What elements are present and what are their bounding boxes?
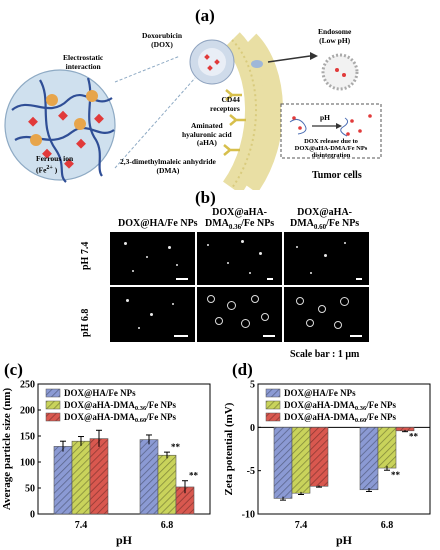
chart-d-xtick-label-1: 6.8	[381, 520, 394, 531]
callout-release: DOX release due to DOX@aHA-DMA/Fe NPs di…	[294, 138, 368, 159]
chart-d-significance-0: **	[391, 470, 401, 480]
chart-d-ytick-label-2: 0	[250, 423, 255, 434]
panel-d-label: (d)	[232, 360, 253, 379]
chart-d-bar-0-2	[309, 427, 329, 487]
chart-c-ytick-label-3: 150	[20, 432, 35, 443]
callout-endosome: Endosome (Low pH)	[318, 27, 352, 45]
chart-c-ytick-label-5: 250	[20, 380, 35, 391]
chart-d-bar-1-0	[359, 427, 379, 491]
row-label-ph68: pH 6.8	[80, 308, 91, 337]
micrograph-dma036-ph68	[197, 287, 282, 342]
chart-c-legend-label-0: DOX@HA/Fe NPs	[64, 388, 136, 398]
chart-c-bar-0-1	[71, 440, 91, 515]
chart-c-xtick-label-1: 6.8	[161, 520, 174, 531]
chart-d-bar-0-0	[273, 427, 293, 499]
panel-a-label: (a)	[195, 6, 215, 25]
callout-ferrous: Ferrous ion (Fe2+ )	[36, 154, 74, 174]
chart-c-bar-1-0	[139, 439, 159, 515]
chart-c-significance-1: **	[189, 471, 199, 481]
chart-d-bar-1-1	[377, 427, 397, 469]
col-header-dma060: DOX@aHA- DMA0.60/Fe NPs	[290, 207, 360, 231]
callout-electrostatic: Electrostatic interaction	[63, 53, 104, 71]
chart-c-bar-0-0	[53, 446, 73, 515]
micrograph-dma060-ph74	[284, 232, 369, 285]
chart-d-xlabel: pH	[336, 533, 353, 547]
chart-c-xlabel: pH	[116, 533, 133, 547]
chart-d-ylabel: Zeta potential (mV)	[223, 402, 235, 495]
zeta-potential-chart: -10 -5 0 5 7.4 6.8 ** ** pH Zeta potential (mV) DO…	[223, 380, 431, 547]
chart-c-ytick-label-4: 200	[20, 406, 35, 417]
chart-c-bar-0-2	[89, 438, 109, 515]
panel-c-label: (c)	[4, 360, 23, 379]
chart-c-legend-swatch-2	[45, 412, 61, 422]
scale-bar-label: Scale bar : 1 μm	[290, 349, 360, 360]
schematic-illustration	[0, 32, 382, 190]
chart-d-legend-label-1: DOX@aHA-DMA0.36/Fe NPs	[284, 400, 396, 412]
particle-size-chart: 0 50 100 150 200 250 7.4 6.8 ** ** pH Average parti…	[1, 380, 211, 547]
chart-c-xtick-label-0: 7.4	[75, 520, 88, 531]
chart-c-ytick-label-1: 50	[25, 484, 35, 495]
callout-ph-arrow: pH	[320, 113, 331, 122]
chart-c-significance-0: **	[171, 442, 181, 452]
col-header-ha: DOX@HA/Fe NPs	[118, 218, 198, 229]
chart-d-frame	[257, 383, 431, 515]
chart-d-legend-swatch-2	[265, 412, 281, 422]
chart-d-bar-0-1	[291, 427, 311, 494]
chart-d-xtick-label-0: 7.4	[295, 520, 308, 531]
callout-dox: Doxorubicin (DOX)	[142, 31, 183, 49]
chart-c-ytick-label-0: 0	[30, 510, 35, 521]
micrograph-dma060-ph68	[284, 287, 369, 342]
chart-c-ytick-label-2: 100	[20, 458, 35, 469]
col-header-dma036: DOX@aHA- DMA0.36/Fe NPs	[205, 207, 275, 231]
micrograph-ha-ph68	[110, 287, 195, 342]
chart-d-legend-label-2: DOX@aHA-DMA0.60/Fe NPs	[284, 412, 396, 424]
chart-d-legend-label-0: DOX@HA/Fe NPs	[284, 388, 356, 398]
chart-d-significance-1: **	[409, 432, 419, 442]
chart-d-ytick-label-3: 5	[250, 380, 255, 391]
chart-d-ytick-label-0: -10	[242, 510, 255, 521]
micrograph-dma036-ph74	[197, 232, 282, 285]
chart-c-frame	[37, 383, 211, 515]
callout-dma: 2,3-dimethylmaleic anhydride (DMA)	[120, 157, 216, 175]
panel-b-label: (b)	[195, 188, 216, 207]
callout-aha: Aminated hyaluronic acid (aHA)	[182, 121, 232, 147]
chart-c-ylabel: Average particle size (nm)	[1, 388, 13, 511]
callout-tumor-cells: Tumor cells	[312, 170, 362, 181]
chart-d-legend-swatch-0	[265, 388, 281, 398]
chart-c-bar-1-1	[157, 454, 177, 515]
chart-c-legend-label-2: DOX@aHA-DMA0.60/Fe NPs	[64, 412, 176, 424]
chart-c-legend-label-1: DOX@aHA-DMA0.36/Fe NPs	[64, 400, 176, 412]
micrograph-ha-ph74	[110, 232, 195, 285]
row-label-ph74: pH 7.4	[80, 241, 91, 270]
chart-d-legend-swatch-1	[265, 400, 281, 410]
chart-d-ytick-label-1: -5	[247, 466, 255, 477]
chart-c-legend-swatch-1	[45, 400, 61, 410]
chart-c-legend-swatch-0	[45, 388, 61, 398]
callout-cd44: CD44 receptors	[210, 95, 240, 113]
